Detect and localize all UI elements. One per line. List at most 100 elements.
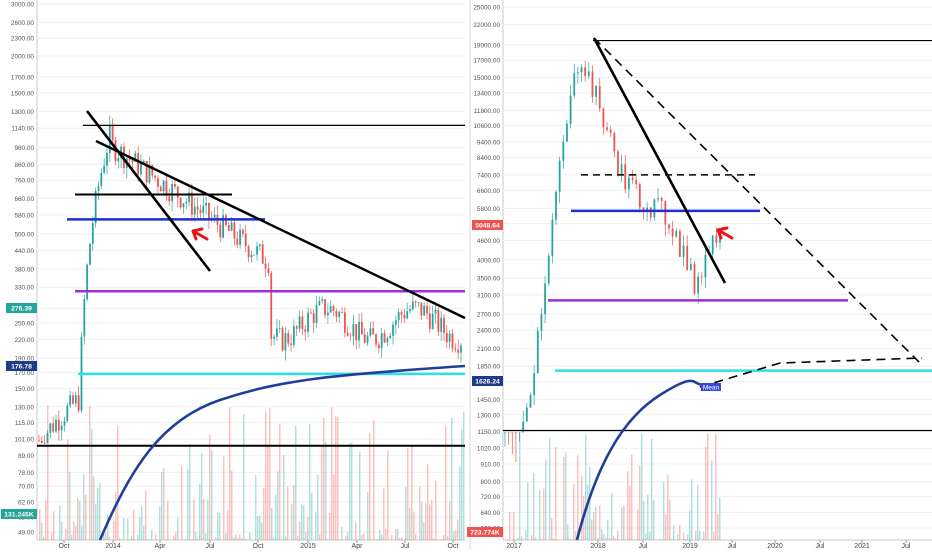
candle-body [541,314,543,331]
volume-bar [241,538,243,540]
candle-body [290,344,292,345]
volume-bar [555,447,557,540]
volume-bar [291,504,293,540]
volume-bar [581,475,583,540]
volume-bar [361,535,363,540]
volume-bar [445,426,447,540]
candle-body [392,325,394,336]
candle-body [132,160,134,162]
volume-bar [259,515,261,540]
price-badge-label: 1626.24 [475,379,500,386]
volume-bar [327,539,329,540]
volume-bar [79,501,81,540]
volume-bar [147,539,149,540]
volume-bar [185,539,187,540]
volume-bar [99,483,101,540]
y-tick-label: 8400.00 [477,155,501,162]
candle-body [398,312,400,320]
volume-bar [195,532,197,540]
candle-body [163,181,165,192]
volume-bar [141,506,143,540]
candle-body [632,178,634,180]
volume-bar [397,529,399,540]
volume-bar [287,486,289,540]
volume-bar [249,532,251,540]
volume-bar [625,539,627,540]
volume-bar [463,412,465,540]
volume-bar [323,418,325,540]
volume-bar [43,537,45,540]
volume-bar [285,536,287,540]
volume-bar [639,466,641,540]
volume-bar [373,420,375,540]
candle-body [49,423,51,432]
candle-body [296,326,298,328]
volume-bar [301,504,303,540]
y-tick-label: 4000.00 [477,257,501,264]
y-tick-label: 3500.00 [477,276,501,283]
candle-body [530,395,532,408]
volume-bar [95,504,97,540]
candle-body [435,310,437,313]
volume-bar [207,499,209,540]
y-tick-label: 800.00 [480,479,500,486]
volume-bar [387,451,389,540]
candle-body [588,71,590,76]
volume-bar [599,505,601,540]
volume-bar [199,484,201,540]
volume-bar [333,475,335,540]
volume-bar [419,486,421,540]
volume-bar [713,532,715,540]
candle-body [318,301,320,305]
volume-bar [231,471,233,540]
candle-body [661,198,663,201]
volume-bar [347,532,349,540]
candle-body [168,196,170,201]
volume-bar [577,455,579,540]
volume-bar [459,466,461,540]
volume-bar [553,539,555,540]
volume-bar [75,526,77,540]
candle-body [219,225,221,238]
x-tick-label: Oct [59,543,70,550]
candle-body [316,305,318,323]
candle-body [548,256,550,284]
candle-body [443,318,445,333]
volume-bar [229,407,231,540]
volume-bar [295,425,297,540]
volume-bar [261,523,263,540]
candle-body [646,207,648,209]
volume-bar [269,408,271,540]
volume-bar [595,507,597,540]
volume-bar [523,539,525,540]
candle-body [253,255,255,256]
y-tick-label: 3100.00 [477,292,501,299]
x-tick-label: 2015 [300,543,316,550]
volume-bar [83,474,85,540]
volume-bar [711,460,713,540]
volume-bar [539,490,541,540]
y-tick-label: 11800.00 [474,108,501,115]
volume-bar [565,452,567,540]
volume-bar [457,519,459,540]
candle-body [137,153,139,174]
volume-bar [223,456,225,540]
volume-bar [569,539,571,540]
candle-body [460,346,462,353]
candle-body [664,201,666,224]
volume-bar [267,446,269,540]
y-tick-label: 13400.00 [473,91,500,98]
volume-bar [155,534,157,540]
candle-body [69,395,71,405]
candle-body [279,328,281,329]
candle-body [183,203,185,207]
candle-body [64,421,66,426]
volume-bar [173,536,175,540]
y-tick-label: 1300.00 [477,412,501,419]
volume-bar [345,536,347,540]
y-tick-label: 640.00 [480,510,500,517]
volume-bar [271,508,273,540]
volume-bar [123,518,125,540]
volume-bar [325,442,327,540]
volume-bar [45,500,47,540]
